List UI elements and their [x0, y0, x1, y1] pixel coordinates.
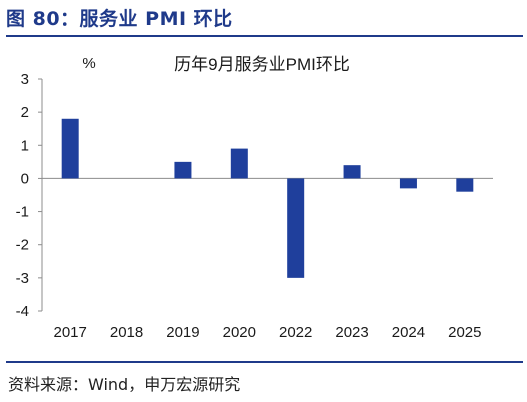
y-tick-label: 2: [21, 104, 29, 121]
bar-2024: [399, 178, 417, 189]
y-tick-label: -4: [16, 303, 29, 320]
bar-2017: [61, 118, 79, 179]
axis-layer: [38, 78, 493, 312]
x-tick-label: 2023: [335, 324, 368, 341]
bottom-divider: [6, 361, 523, 363]
x-tick-label: 2018: [110, 324, 143, 341]
chart-title: 历年9月服务业PMI环比: [174, 55, 350, 74]
x-tick-label: 2020: [223, 324, 256, 341]
y-tick-label: 1: [21, 137, 29, 154]
y-tick-label: -3: [16, 270, 29, 287]
bar-chart: 历年9月服务业PMI环比 % 3 2 1 0 -1 -2 -3 -4 2017 2018 2019 2…: [16, 55, 493, 341]
y-tick-label: 0: [21, 170, 29, 187]
bar-2019: [174, 161, 192, 179]
bar-2025: [456, 178, 474, 192]
top-divider: [6, 35, 523, 37]
bar-2020: [230, 148, 248, 179]
tick-label-layer: 3 2 1 0 -1 -2 -3 -4 2017 2018 2019 2020 2022 2023 2024…: [16, 71, 482, 341]
y-tick-label: -2: [16, 237, 29, 254]
x-tick-label: 2024: [392, 324, 425, 341]
y-tick-label: -1: [16, 204, 29, 221]
bar-layer: [61, 118, 474, 278]
x-tick-label: 2025: [448, 324, 481, 341]
y-tick-label: 3: [21, 71, 29, 88]
bar-2022: [287, 178, 305, 278]
source-note: 资料来源：Wind，申万宏源研究: [8, 375, 241, 394]
bar-2023: [343, 165, 361, 179]
x-tick-label: 2019: [166, 324, 199, 341]
figure-title: 图 80：服务业 PMI 环比: [6, 8, 233, 30]
y-axis-unit-label: %: [82, 55, 95, 72]
x-tick-label: 2017: [54, 324, 87, 341]
x-tick-label: 2022: [279, 324, 312, 341]
